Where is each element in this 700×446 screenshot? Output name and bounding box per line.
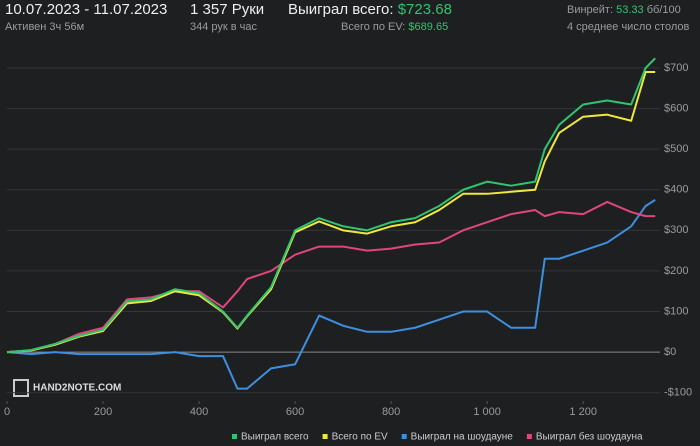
- legend-swatch: [232, 434, 237, 439]
- y-tick-label: $400: [664, 184, 688, 196]
- series-line: [6, 71, 656, 354]
- legend-swatch: [526, 434, 532, 439]
- legend-label: Всего по EV: [332, 432, 388, 443]
- won-total: Выиграл всего: $723.68: [288, 1, 452, 18]
- legend-label: Выиграл на шоудауне: [411, 432, 514, 443]
- x-tick-label: 400: [190, 406, 208, 418]
- winrate-label: Винрейт:: [567, 4, 613, 16]
- series-line: [6, 199, 656, 390]
- y-tick-label: $300: [664, 224, 688, 236]
- active-time: Активен 3ч 56м: [5, 21, 84, 33]
- y-tick-label: $700: [664, 62, 688, 74]
- x-tick-label: 200: [94, 406, 112, 418]
- watermark: HAND2NOTE.COM: [13, 379, 121, 397]
- won-label: Выиграл всего:: [288, 1, 394, 18]
- y-tick-label: $200: [664, 265, 688, 277]
- y-tick-label: $0: [664, 346, 676, 358]
- hands: 1 357 Руки: [190, 1, 264, 18]
- winrate: Винрейт: 53.33 бб/100: [567, 4, 681, 16]
- y-tick-label: $600: [664, 102, 688, 114]
- legend-swatch: [322, 434, 328, 439]
- ev-label: Всего по EV:: [341, 21, 405, 33]
- watermark-text: HAND2NOTE.COM: [33, 383, 121, 394]
- dates: 10.07.2023 - 11.07.2023: [5, 1, 167, 18]
- x-tick-label: 800: [382, 406, 400, 418]
- legend-label: Выиграл без шоудауна: [536, 431, 643, 443]
- x-tick-label: 0: [4, 406, 10, 418]
- watermark-logo: [13, 379, 29, 397]
- won-value: $723.68: [398, 1, 452, 18]
- series-line: [6, 57, 656, 354]
- y-tick-label: $100: [664, 305, 688, 317]
- x-tick-label: 1 000: [473, 406, 501, 418]
- y-tick-label: $500: [664, 143, 688, 155]
- avg-tables: 4 среднее число столов: [567, 21, 689, 33]
- hands-per-hour: 344 рук в час: [190, 21, 258, 33]
- ev-value: $689.65: [408, 21, 448, 33]
- x-tick-label: 600: [286, 406, 304, 418]
- legend-swatch: [401, 434, 407, 439]
- ev-total: Всего по EV: $689.65: [341, 21, 448, 33]
- series-line: [6, 200, 656, 354]
- winrate-unit: бб/100: [647, 4, 681, 16]
- x-tick-label: 1 200: [569, 406, 597, 418]
- winrate-value: 53.33: [616, 4, 644, 16]
- y-tick-label: -$100: [664, 387, 692, 399]
- legend-label: Выиграл всего: [241, 432, 309, 443]
